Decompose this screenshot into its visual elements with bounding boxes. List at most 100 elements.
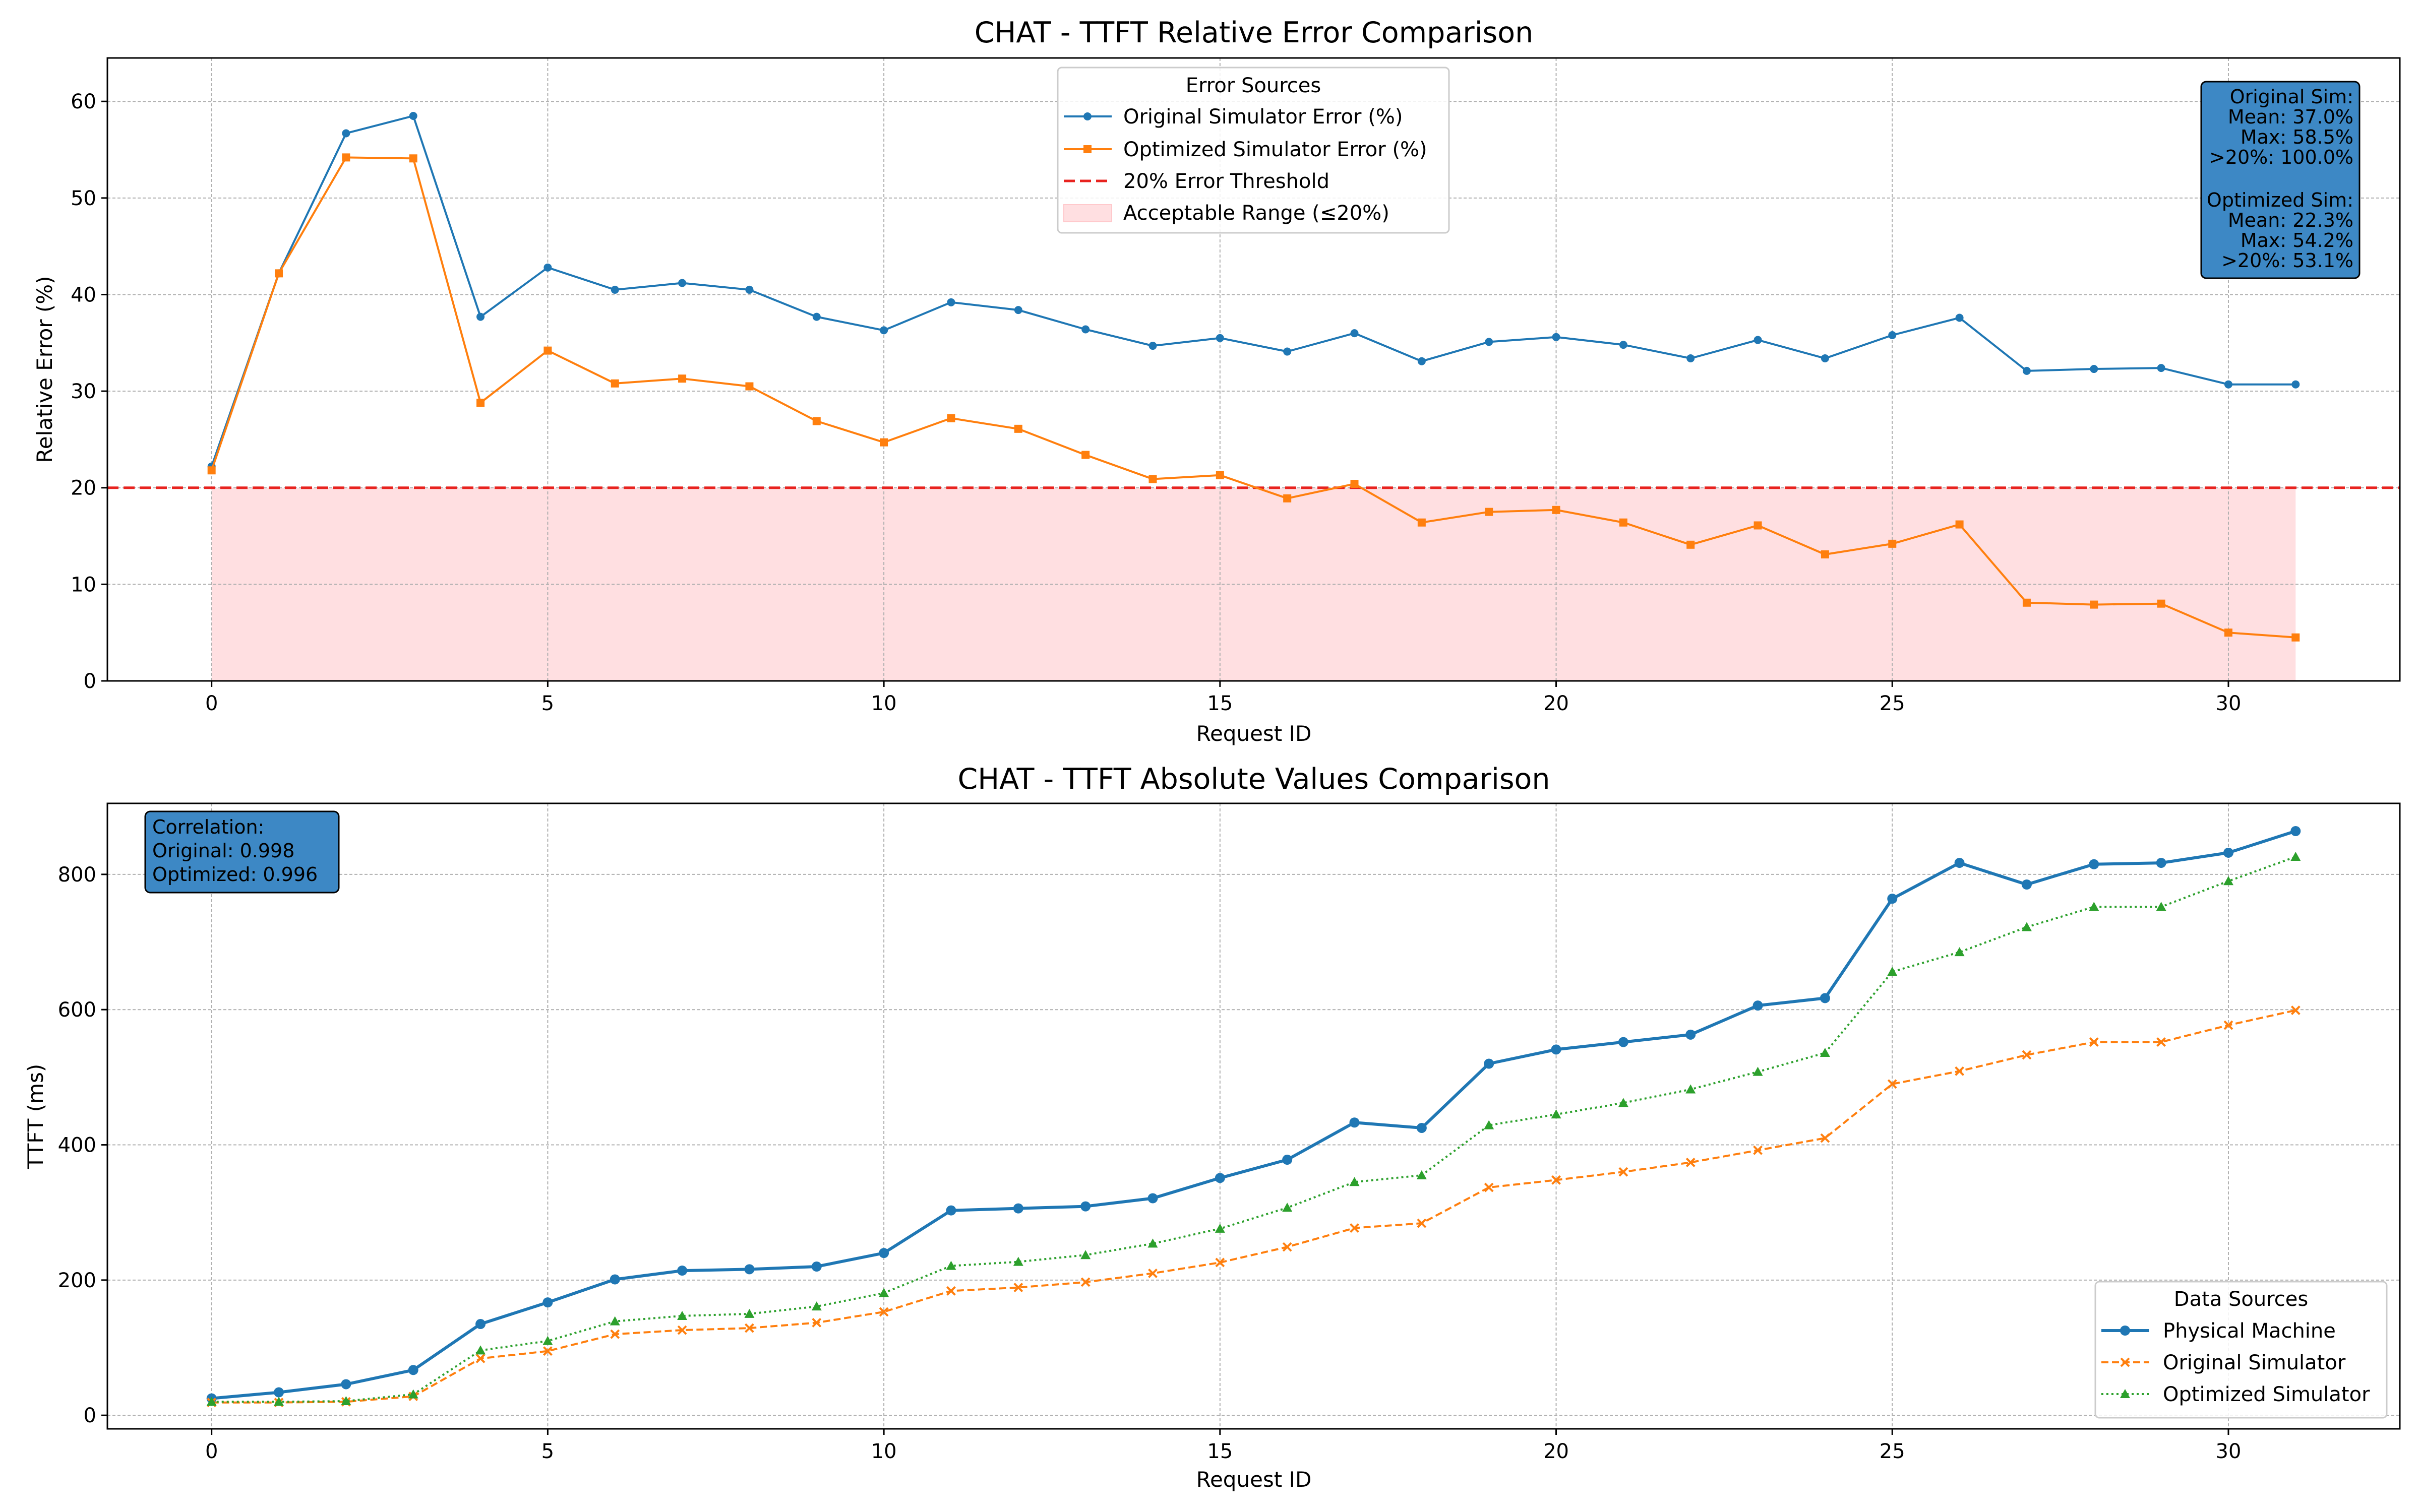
data-point bbox=[341, 1379, 351, 1390]
series-optimized-simulator bbox=[206, 851, 2301, 1406]
data-point bbox=[2022, 366, 2031, 375]
data-point bbox=[409, 111, 417, 120]
y-tick-label: 0 bbox=[84, 670, 96, 693]
data-point bbox=[1014, 306, 1022, 314]
data-point bbox=[880, 438, 888, 447]
series-line bbox=[211, 856, 2296, 1403]
data-point bbox=[1080, 1277, 1091, 1287]
data-point bbox=[408, 1365, 418, 1375]
data-point bbox=[1552, 506, 1560, 514]
data-point bbox=[2090, 600, 2098, 609]
series-optimized-simulator-error bbox=[207, 153, 2300, 642]
stats-box-background bbox=[2200, 81, 2361, 279]
legend-entry-original: Original Simulator Error (%) bbox=[1064, 105, 1403, 129]
data-point bbox=[1955, 520, 1964, 529]
data-point bbox=[1148, 1269, 1158, 1278]
data-point bbox=[542, 1346, 553, 1356]
x-tick-label: 10 bbox=[871, 692, 897, 715]
data-point bbox=[2157, 599, 2165, 608]
data-point bbox=[1619, 518, 1627, 527]
data-point bbox=[1080, 1250, 1091, 1259]
x-tick-label: 30 bbox=[2216, 1440, 2242, 1463]
data-point bbox=[1954, 858, 1965, 868]
data-point bbox=[947, 414, 955, 422]
data-point bbox=[1955, 313, 1964, 322]
data-point bbox=[1013, 1283, 1023, 1293]
data-point bbox=[2156, 858, 2166, 868]
data-point bbox=[1283, 494, 1292, 502]
data-point bbox=[1887, 967, 1898, 976]
data-point bbox=[610, 1274, 620, 1285]
x-tick-label: 0 bbox=[205, 1440, 218, 1463]
data-point bbox=[342, 129, 350, 138]
data-point bbox=[2223, 847, 2233, 858]
data-point bbox=[475, 1354, 486, 1363]
data-point bbox=[1685, 1029, 1696, 1040]
data-point bbox=[542, 1336, 553, 1345]
data-point bbox=[1887, 1079, 1897, 1089]
data-point bbox=[1282, 1203, 1293, 1212]
legend-label: Original Simulator bbox=[2163, 1351, 2346, 1374]
data-point bbox=[1350, 329, 1359, 338]
series-original-simulator-error bbox=[207, 111, 2300, 471]
data-point bbox=[2157, 364, 2165, 372]
data-point bbox=[1485, 508, 1493, 516]
data-point bbox=[880, 326, 888, 335]
legend-label: 20% Error Threshold bbox=[1123, 170, 1329, 193]
legend-label: Optimized Simulator bbox=[2163, 1383, 2370, 1406]
data-point bbox=[1147, 1238, 1158, 1248]
stats-line: Optimized Sim: bbox=[2207, 189, 2353, 211]
stats-line: >20%: 100.0% bbox=[2209, 146, 2353, 168]
data-point bbox=[1753, 336, 1762, 344]
data-point bbox=[1619, 341, 1627, 349]
data-point bbox=[1147, 1193, 1158, 1204]
stats-line: Optimized: 0.996 bbox=[152, 863, 318, 886]
x-tick-label: 25 bbox=[1880, 1440, 1905, 1463]
data-point bbox=[1081, 325, 1090, 334]
data-point bbox=[1215, 1223, 1225, 1233]
data-point bbox=[2089, 859, 2099, 869]
data-point bbox=[1484, 1182, 1494, 1192]
data-point bbox=[275, 269, 283, 278]
legend-label: Physical Machine bbox=[2163, 1319, 2336, 1343]
data-point bbox=[1820, 1048, 1830, 1057]
data-point bbox=[1753, 1145, 1763, 1155]
data-point bbox=[2089, 1037, 2099, 1047]
data-point bbox=[1417, 518, 1426, 527]
data-point bbox=[1752, 1066, 1763, 1076]
legend-marker-x bbox=[2120, 1357, 2130, 1367]
data-point bbox=[1215, 1257, 1225, 1268]
legend-entry-acceptable-range: Acceptable Range (≤20%) bbox=[1063, 202, 1389, 225]
data-point bbox=[1148, 342, 1157, 350]
data-point bbox=[207, 466, 216, 475]
data-point bbox=[678, 374, 687, 383]
legend-entry-physical: Physical Machine bbox=[2101, 1319, 2336, 1343]
data-point bbox=[1551, 1175, 1561, 1185]
data-point bbox=[744, 1308, 755, 1318]
legend-entry-optimized: Optimized Simulator bbox=[2101, 1383, 2370, 1406]
legend-marker-circle bbox=[1083, 112, 1092, 120]
legend-entry-optimized: Optimized Simulator Error (%) bbox=[1064, 138, 1427, 161]
legend-title: Data Sources bbox=[2174, 1288, 2308, 1311]
data-point bbox=[1821, 354, 1829, 362]
series-line bbox=[211, 830, 2296, 1400]
data-point bbox=[409, 154, 417, 163]
data-point bbox=[1753, 521, 1762, 530]
data-point bbox=[542, 1297, 553, 1308]
y-axis-label: Relative Error (%) bbox=[32, 276, 57, 463]
data-point bbox=[2223, 876, 2233, 886]
data-point bbox=[1349, 1177, 1360, 1186]
y-tick-label: 400 bbox=[58, 1134, 96, 1157]
data-point bbox=[2290, 1005, 2301, 1015]
data-point bbox=[1081, 451, 1090, 459]
data-point bbox=[879, 1288, 889, 1297]
legend-label: Original Simulator Error (%) bbox=[1123, 105, 1403, 129]
data-point bbox=[946, 1205, 956, 1216]
y-tick-label: 200 bbox=[58, 1269, 96, 1292]
data-point bbox=[1551, 1044, 1561, 1055]
data-point bbox=[1820, 993, 1830, 1003]
y-tick-label: 60 bbox=[71, 90, 96, 113]
legend-entry-threshold: 20% Error Threshold bbox=[1064, 170, 1329, 193]
data-point bbox=[947, 298, 955, 306]
data-point bbox=[2290, 851, 2301, 861]
